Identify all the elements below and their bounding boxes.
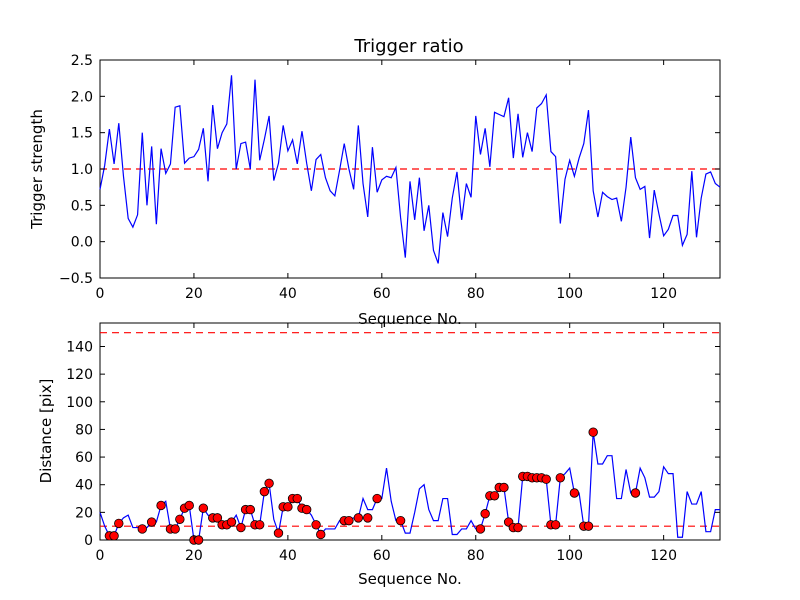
bottom-data-point [146, 517, 157, 527]
bottom-x-tick-label: 20 [185, 548, 203, 564]
top-chart: Trigger ratio 0 20 40 60 80 100 120 −0.5 0.0 0.5… [28, 36, 721, 328]
bottom-data-point [114, 518, 124, 529]
bottom-data-point [372, 493, 382, 504]
bottom-data-point [156, 500, 166, 511]
bottom-data-point [184, 500, 194, 511]
bottom-data-point [301, 504, 312, 515]
bottom-x-ticks: 0 20 40 60 80 100 120 [96, 323, 677, 564]
bottom-data-point [292, 493, 302, 504]
bottom-data-point [344, 515, 354, 526]
top-y-tick-label: 0.0 [71, 235, 93, 251]
bottom-data-point [245, 504, 256, 515]
top-y-tick-label: 0.5 [71, 198, 93, 214]
bottom-x-tick-label: 80 [467, 548, 485, 564]
top-y-ticks: −0.5 0.0 0.5 1.0 1.5 2.0 2.5 [59, 53, 720, 287]
top-line-layer [99, 75, 721, 264]
bottom-data-point [283, 502, 293, 512]
bottom-data-point [109, 531, 119, 541]
top-y-tick-label: −0.5 [59, 271, 93, 287]
bottom-plot-frame [99, 322, 721, 541]
top-x-tick-label: 100 [556, 286, 583, 302]
bottom-data-point [316, 529, 326, 540]
bottom-data-point [311, 520, 321, 530]
bottom-x-tick-label: 40 [279, 548, 297, 564]
bottom-data-point [212, 513, 223, 523]
bottom-y-tick-label: 20 [75, 505, 93, 521]
bottom-y-ticks: 0 20 40 60 80 100 120 140 [66, 339, 720, 549]
bottom-data-point [541, 474, 551, 484]
bottom-data-point [489, 491, 500, 501]
bottom-y-tick-label: 0 [84, 533, 93, 549]
bottom-data-point [226, 517, 237, 527]
bottom-chart: 0 20 40 60 80 100 120 0 20 40 60 80 100 120 140 Seque… [37, 322, 721, 588]
bottom-data-point [254, 520, 265, 530]
top-y-tick-label: 2.0 [71, 89, 93, 105]
bottom-data-point [137, 524, 147, 534]
bottom-data-point [273, 528, 284, 538]
bottom-y-tick-label: 140 [66, 339, 93, 355]
bottom-data-point [475, 524, 486, 534]
bottom-data-point [264, 478, 274, 489]
bottom-data-point [499, 482, 509, 493]
bottom-data-point [236, 522, 246, 533]
bottom-data-point [395, 515, 406, 526]
bottom-data-point [170, 524, 180, 534]
bottom-x-tick-label: 0 [96, 548, 105, 564]
top-x-ticks: 0 20 40 60 80 100 120 [96, 60, 677, 302]
bottom-series-line [99, 432, 720, 541]
bottom-marker-layer [104, 427, 641, 545]
top-x-tick-label: 120 [650, 286, 677, 302]
top-x-tick-label: 40 [279, 286, 297, 302]
bottom-x-axis-label: Sequence No. [358, 570, 462, 588]
bottom-data-point [630, 488, 641, 498]
top-y-tick-label: 2.5 [71, 53, 93, 69]
top-x-tick-label: 60 [373, 286, 391, 302]
top-y-tick-label: 1.5 [71, 126, 93, 142]
top-x-tick-label: 0 [96, 286, 105, 302]
bottom-data-point [583, 521, 594, 531]
bottom-y-tick-label: 120 [66, 367, 93, 383]
bottom-data-point [363, 513, 373, 523]
bottom-x-tick-label: 60 [373, 548, 391, 564]
top-plot-frame [99, 59, 721, 279]
bottom-data-point [555, 473, 566, 483]
bottom-data-point [198, 503, 209, 513]
bottom-data-point [480, 509, 490, 519]
bottom-data-point [259, 486, 270, 497]
bottom-y-axis-label: Distance [pix] [37, 379, 55, 484]
bottom-x-tick-label: 100 [556, 548, 583, 564]
bottom-line-layer [99, 432, 720, 541]
top-x-axis-label: Sequence No. [358, 310, 462, 328]
bottom-data-point [550, 520, 561, 530]
bottom-data-point [353, 513, 364, 523]
top-series-line [99, 75, 721, 264]
bottom-data-point [569, 488, 580, 498]
top-x-tick-label: 20 [185, 286, 203, 302]
bottom-y-tick-label: 100 [66, 395, 93, 411]
bottom-data-point [588, 427, 598, 437]
top-chart-title: Trigger ratio [353, 36, 463, 57]
bottom-y-tick-label: 40 [75, 478, 93, 494]
bottom-threshold-layer [100, 332, 720, 527]
bottom-y-tick-label: 80 [75, 422, 93, 438]
bottom-data-point [513, 522, 523, 533]
top-y-axis-label: Trigger strength [28, 109, 46, 230]
bottom-data-point [175, 514, 185, 524]
top-x-tick-label: 80 [467, 286, 485, 302]
bottom-y-tick-label: 60 [75, 450, 93, 466]
bottom-data-point [193, 535, 204, 545]
top-y-tick-label: 1.0 [71, 162, 93, 178]
bottom-x-tick-label: 120 [650, 548, 677, 564]
